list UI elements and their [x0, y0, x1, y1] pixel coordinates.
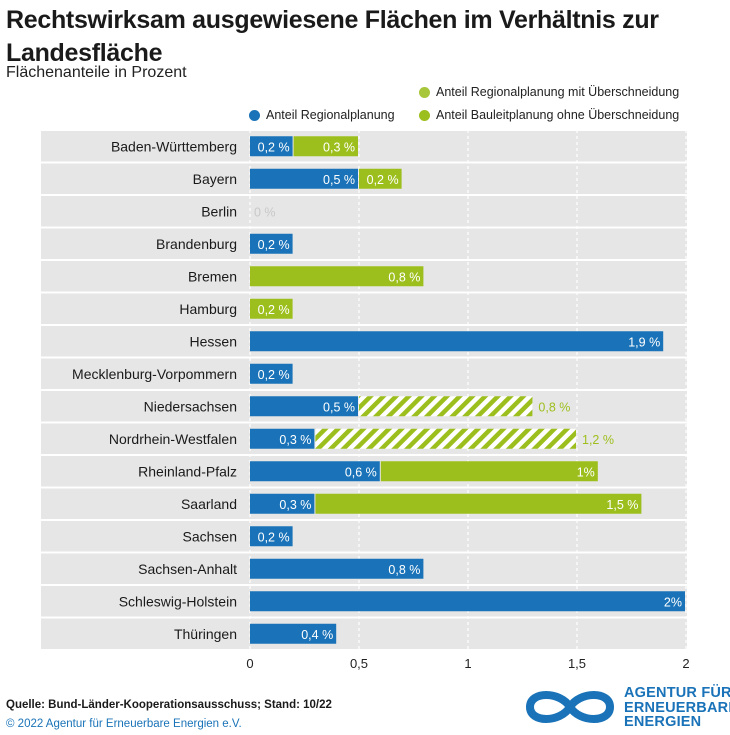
category-label: Hamburg: [179, 301, 237, 317]
bar-regional: [250, 558, 424, 579]
category-label: Bayern: [193, 171, 237, 187]
data-label-regional: 0,3 %: [279, 498, 311, 512]
x-tick-label: 1,5: [568, 656, 586, 671]
bar-regional: [250, 331, 664, 352]
data-label-bauleit: 1,5 %: [606, 498, 638, 512]
data-label-regional: 0,2 %: [258, 530, 290, 544]
source-note: Quelle: Bund-Länder-Kooperationsausschus…: [6, 699, 332, 711]
category-label: Brandenburg: [156, 236, 237, 252]
bar-regional: [250, 428, 315, 449]
category-label: Sachsen: [183, 528, 237, 544]
data-label-bauleit: 0,2 %: [367, 173, 399, 187]
bar-regional: [250, 168, 358, 189]
data-label-bauleit: 0,8 %: [388, 270, 420, 284]
x-tick-label: 2: [682, 656, 689, 671]
chart-subtitle: Flächenanteile in Prozent: [6, 64, 187, 81]
category-label: Mecklenburg-Vorpommern: [72, 366, 237, 382]
bar-bauleit: [359, 168, 402, 189]
data-label-regional: 0,6 %: [345, 465, 377, 479]
bar-regional: [250, 493, 315, 514]
data-label-regional: 1,9 %: [628, 335, 660, 349]
data-label-regional: 0,5 %: [323, 400, 355, 414]
data-label-bauleit: 1%: [577, 465, 595, 479]
data-label-regional: 0,2 %: [258, 238, 290, 252]
legend-overlap-icon: [419, 86, 430, 98]
data-label-regional: 2%: [664, 595, 682, 609]
data-label-bauleit: 0,3 %: [323, 140, 355, 154]
category-label: Rheinland-Pfalz: [138, 463, 237, 479]
legend-bauleit-icon: [419, 109, 430, 121]
category-label: Sachsen-Anhalt: [138, 561, 237, 577]
legend-item-regional: Anteil Regionalplanung: [249, 108, 395, 122]
category-label: Thüringen: [174, 626, 237, 642]
bar-regional: [250, 591, 685, 612]
bar-regional: [250, 396, 358, 417]
x-tick-label: 1: [464, 656, 471, 671]
data-label-overlap: 0,8 %: [538, 400, 570, 414]
bar-bauleit: [250, 298, 293, 319]
legend-item-overlap: Anteil Regionalplanung mit Überschneidun…: [419, 85, 679, 99]
legend-regional-icon: [249, 109, 260, 121]
legend-bauleit-label: Anteil Bauleitplanung ohne Überschneidun…: [436, 108, 680, 122]
bar-bauleit: [315, 493, 642, 514]
bar-bauleit: [380, 461, 598, 482]
bar-regional: [250, 526, 293, 547]
category-label: Hessen: [190, 333, 237, 349]
bar-bauleit: [250, 266, 424, 287]
bar-regional: [250, 233, 293, 254]
legend-overlap-label: Anteil Regionalplanung mit Überschneidun…: [436, 85, 680, 99]
logo-line-1: AGENTUR FÜR: [624, 685, 730, 701]
logo-line-2: ERNEUERBARE: [624, 699, 730, 716]
category-label: Bremen: [188, 268, 237, 284]
bar-overlap: [359, 396, 533, 417]
data-label-regional: 0,8 %: [388, 563, 420, 577]
category-label: Schleswig-Holstein: [119, 593, 237, 609]
category-label: Niedersachsen: [144, 398, 237, 414]
data-label-regional: 0,2 %: [258, 368, 290, 382]
data-label-overlap: 1,2 %: [582, 433, 614, 447]
bar-regional: [250, 136, 293, 157]
chart-title: Rechtswirksam ausgewiesene Flächen im Ve…: [6, 6, 659, 67]
logo-line-3: ENERGIEN: [624, 714, 702, 730]
category-label: Nordrhein-Westfalen: [109, 431, 237, 447]
category-label: Baden-Württemberg: [111, 138, 237, 154]
infinity-logo-icon: [526, 691, 614, 723]
data-label-zero: 0 %: [254, 205, 276, 219]
category-label: Berlin: [201, 203, 237, 219]
data-label-regional: 0,2 %: [258, 140, 290, 154]
x-tick-label: 0: [246, 656, 253, 671]
data-label-regional: 0,4 %: [301, 628, 333, 642]
bar-regional: [250, 623, 337, 644]
data-label-regional: 0,5 %: [323, 173, 355, 187]
logo-wordmark: AGENTUR FÜR ERNEUERBARE ENERGIEN: [624, 686, 730, 730]
agency-logo: AGENTUR FÜR ERNEUERBARE ENERGIEN: [522, 684, 730, 732]
bar-regional: [250, 363, 293, 384]
copyright-note: © 2022 Agentur für Erneuerbare Energien …: [6, 718, 242, 730]
category-label: Saarland: [181, 496, 237, 512]
data-label-bauleit: 0,2 %: [258, 303, 290, 317]
bar-regional: [250, 461, 380, 482]
legend-regional-label: Anteil Regionalplanung: [266, 108, 395, 122]
bar-chart: 0 0,5 1 1,5 2 Baden-Württemberg 0,2 % 0,3 % Baye…: [41, 129, 690, 671]
legend-item-bauleit: Anteil Bauleitplanung ohne Überschneidun…: [419, 108, 679, 122]
data-label-regional: 0,3 %: [279, 433, 311, 447]
x-tick-label: 0,5: [350, 656, 368, 671]
bar-bauleit: [293, 136, 358, 157]
bar-overlap: [315, 428, 576, 449]
